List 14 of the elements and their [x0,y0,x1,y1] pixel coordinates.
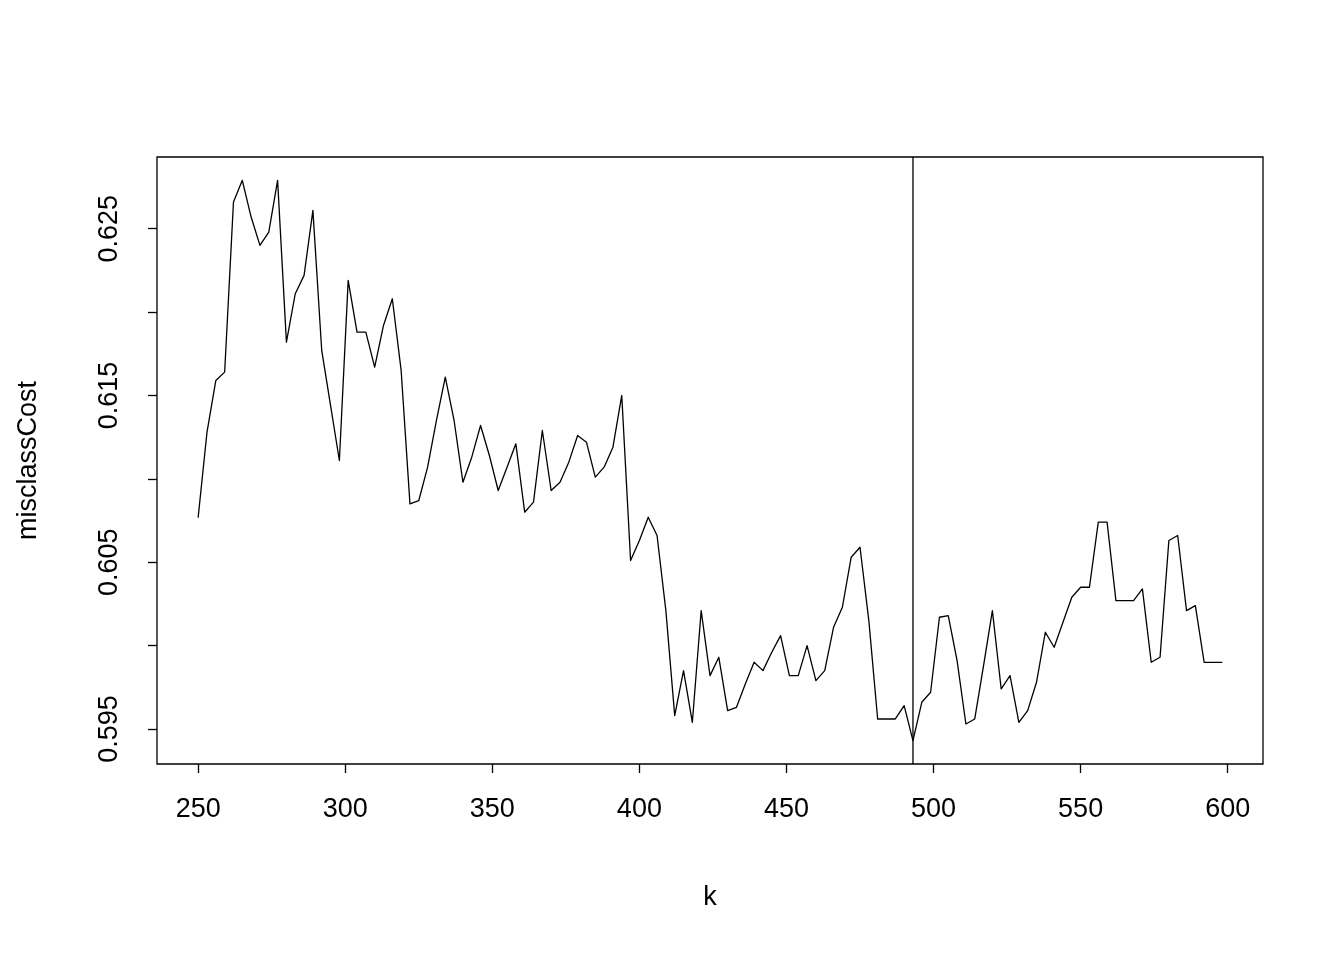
x-tick-label: 450 [763,792,810,823]
y-axis-title: misclassCost [11,380,42,541]
x-tick-label: 600 [1205,792,1251,823]
y-tick-label: 0.625 [92,194,123,263]
x-tick-label: 250 [175,792,221,823]
x-tick-label: 300 [322,792,368,823]
y-tick-label: 0.615 [92,361,123,430]
x-axis-title: k [703,880,718,911]
x-tick-label: 550 [1058,792,1104,823]
y-tick-label: 0.595 [92,695,123,763]
x-tick-label: 400 [616,792,662,823]
x-tick-label: 500 [911,792,957,823]
y-tick-label: 0.605 [92,528,123,597]
x-tick-label: 350 [469,792,515,823]
